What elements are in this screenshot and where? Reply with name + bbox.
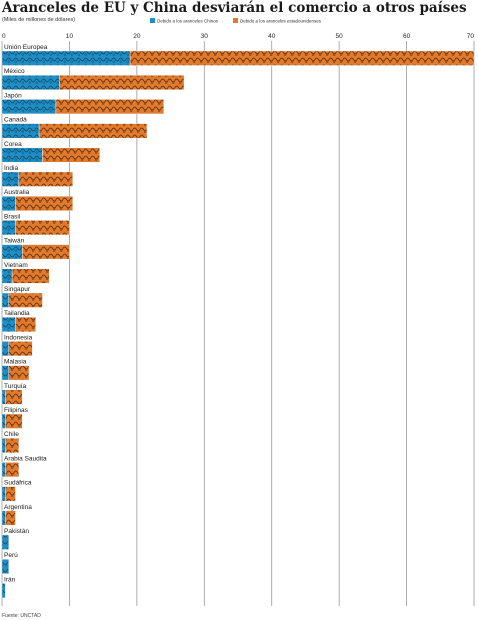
bar-segment-china	[1, 462, 6, 478]
bar-segment-us	[8, 365, 30, 381]
category-label: Taiwán	[4, 238, 25, 245]
category-label: Chile	[4, 431, 19, 438]
bar-segment-china	[1, 389, 6, 405]
x-tick-label: 20	[133, 33, 141, 40]
x-tick-label: 50	[336, 33, 344, 40]
bar-segment-china	[1, 171, 20, 187]
bar-segment-us	[8, 341, 33, 357]
bar-segment-us	[38, 123, 148, 139]
bar-segment-china	[1, 195, 16, 211]
category-label: Pakistán	[4, 528, 29, 535]
category-label: Filipinas	[4, 407, 29, 414]
x-tick-label: 70	[467, 33, 475, 40]
category-labels: Unión Europea México Japón Canadá Corea India…	[4, 44, 48, 583]
category-label: India	[4, 165, 18, 172]
bar-segment-us	[5, 462, 20, 478]
bar-segment-us	[18, 171, 73, 187]
legend-swatch-china	[150, 18, 155, 23]
x-tick-label: 40	[268, 33, 276, 40]
category-label: México	[4, 68, 25, 75]
category-label: Sudáfrica	[4, 480, 32, 487]
x-tick-label: 60	[403, 33, 411, 40]
bar-segment-china	[1, 268, 13, 284]
bar-segment-us	[11, 268, 50, 284]
x-axis-ticks: 0 10 20 30 40 50 60 70	[2, 33, 474, 40]
x-tick-label: 0	[2, 33, 6, 40]
x-tick-label: 30	[201, 33, 209, 40]
category-label: Canadá	[4, 117, 27, 124]
bar-segment-us	[129, 50, 475, 66]
legend-swatch-us	[233, 18, 238, 23]
bar-segment-us	[5, 413, 23, 429]
category-label: Brasil	[4, 213, 21, 220]
bar-segment-china	[1, 559, 9, 574]
bar-segment-china	[1, 220, 16, 236]
category-label: Corea	[4, 141, 22, 148]
category-label: Singapur	[4, 286, 31, 293]
bar-segment-china	[1, 123, 40, 139]
bar-segment-china	[1, 341, 9, 357]
bar-segment-us	[59, 74, 185, 90]
bar-segment-us	[22, 244, 70, 260]
bar-segment-china	[1, 413, 6, 429]
bar-segment-china	[1, 99, 57, 115]
bar-segment-us	[15, 220, 70, 236]
chart-title: Aranceles de EU y China desviarán el com…	[1, 0, 467, 16]
bar-segment-us	[42, 147, 100, 163]
bar-segment-china	[1, 317, 16, 332]
bar-segment-us	[5, 438, 20, 453]
bar-segment-us	[5, 486, 16, 502]
bar-segment-china	[1, 74, 60, 90]
bar-segment-us	[5, 389, 23, 405]
bar-segment-china	[1, 534, 9, 550]
bar-segment-china	[1, 292, 9, 308]
bar-segment-china	[1, 365, 9, 381]
legend: Debido a los aranceles Chinos Debido a l…	[150, 18, 322, 24]
bar-segment-china	[1, 147, 43, 163]
bars	[1, 50, 475, 599]
source-note: Fuente: UNCTAD	[2, 613, 41, 619]
legend-label-china: Debido a los aranceles Chinos	[157, 19, 219, 24]
bar-segment-china	[1, 244, 23, 260]
bar-segment-us	[8, 292, 43, 308]
category-label: Tailandia	[4, 310, 30, 317]
category-label: Turquía	[4, 383, 27, 390]
category-label: Malasia	[4, 359, 27, 366]
bar-segment-us	[5, 510, 16, 526]
category-label: Irán	[4, 576, 16, 583]
x-tick-label: 10	[66, 33, 74, 40]
category-label: Australia	[4, 189, 30, 196]
bar-segment-us	[55, 99, 165, 115]
bar-segment-china	[1, 438, 6, 453]
category-label: Vietnam	[4, 262, 28, 269]
bar-segment-us	[15, 195, 73, 211]
chart-subtitle: (Miles de millones de dólares)	[2, 17, 75, 23]
category-label: Argentina	[4, 504, 32, 511]
category-label: Arabia Saudita	[4, 455, 47, 462]
category-label: Indonesia	[4, 334, 33, 341]
bar-segment-china	[1, 583, 6, 599]
legend-label-us: Debido a los aranceles estadounidenses	[240, 19, 322, 24]
category-label: Perú	[4, 552, 18, 559]
category-label: Unión Europea	[4, 44, 48, 51]
bar-segment-china	[1, 486, 6, 502]
bar-segment-china	[1, 50, 131, 66]
bar-segment-china	[1, 510, 6, 526]
bar-segment-us	[15, 317, 36, 332]
category-label: Japón	[4, 92, 22, 99]
